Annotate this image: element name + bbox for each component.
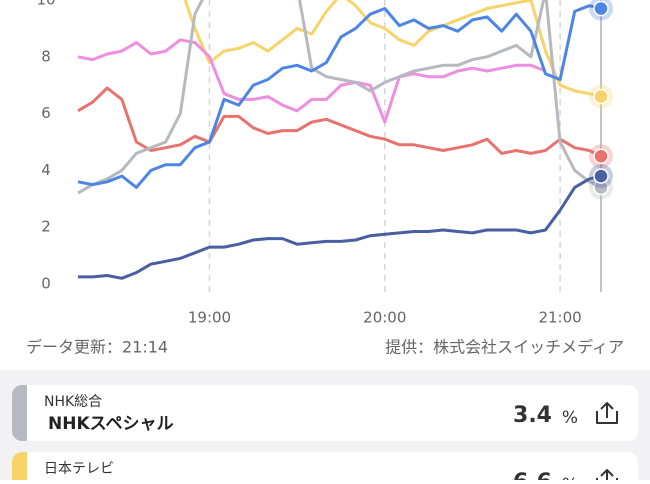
y-tick-label: 2 xyxy=(41,218,51,236)
program-title: NHKスペシャル xyxy=(48,414,173,434)
series-line xyxy=(183,0,602,99)
end-dot xyxy=(593,148,609,164)
card-body xyxy=(27,452,638,484)
series-line xyxy=(78,174,602,280)
card-body-edge xyxy=(27,385,47,441)
end-dot xyxy=(593,88,609,105)
series-line xyxy=(77,86,602,158)
x-tick-label: 21:00 xyxy=(538,309,581,327)
series-line xyxy=(77,38,547,124)
program-card[interactable]: 日本テレビ 6.6% xyxy=(12,452,638,484)
series-line xyxy=(77,4,602,189)
card-body xyxy=(27,385,638,441)
update-time: データ更新：21:14 xyxy=(26,338,168,357)
y-tick-label: 6 xyxy=(41,104,51,122)
rating-unit: % xyxy=(562,475,578,480)
card-body-edge xyxy=(27,452,47,484)
provider: 提供：株式会社スイッチメディア xyxy=(385,338,624,357)
x-tick-label: 20:00 xyxy=(363,309,406,327)
y-tick-label: 8 xyxy=(41,47,51,65)
y-tick-label: 0 xyxy=(41,275,51,293)
channel-name: 日本テレビ xyxy=(44,461,114,477)
end-dot xyxy=(593,168,609,184)
y-tick-label: 10 xyxy=(36,0,55,9)
rating-value: 6.6 xyxy=(513,470,552,480)
chart: 0 2 4 6 8 10 19:00 20:00 21:00 xyxy=(36,0,613,327)
end-dot xyxy=(593,0,609,17)
lines xyxy=(77,0,602,280)
x-tick-label: 19:00 xyxy=(188,309,231,327)
y-tick-label: 4 xyxy=(41,161,51,179)
channel-name: NHK総合 xyxy=(44,394,102,410)
program-card[interactable]: NHK総合 NHKスペシャル 3.4% xyxy=(12,385,638,441)
series-line xyxy=(77,0,602,195)
share-icon xyxy=(596,402,618,424)
program-list: NHK総合 NHKスペシャル 3.4% 日本テレビ 6.6% xyxy=(12,385,638,484)
rating-unit: % xyxy=(562,408,578,428)
share-button[interactable] xyxy=(596,402,618,424)
rating-value: 3.4 xyxy=(513,403,552,428)
